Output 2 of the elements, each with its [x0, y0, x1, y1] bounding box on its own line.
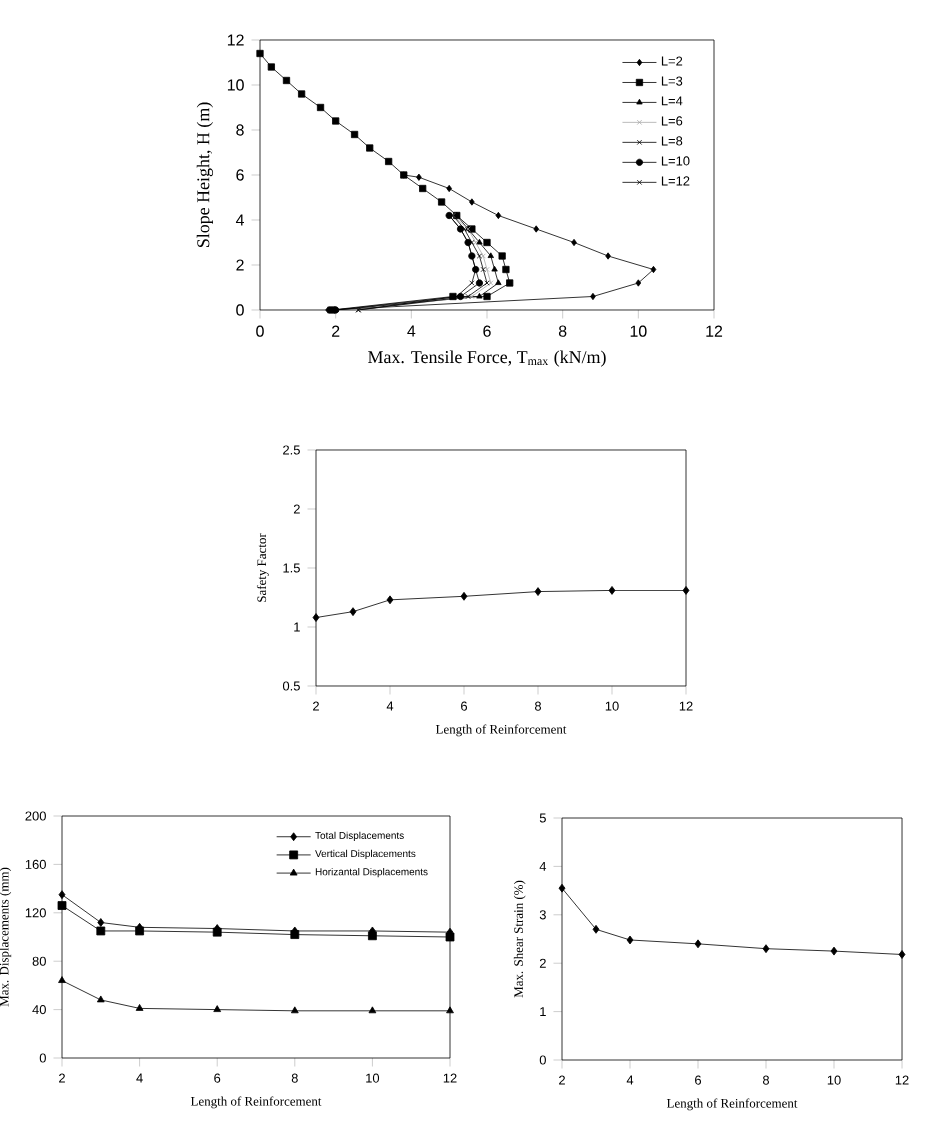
y-axis-title: Slope Height, H (m) — [196, 102, 214, 248]
x-axis-title: Max. Tensile Force, T$_{max}$ (kN/m) — [368, 350, 606, 367]
